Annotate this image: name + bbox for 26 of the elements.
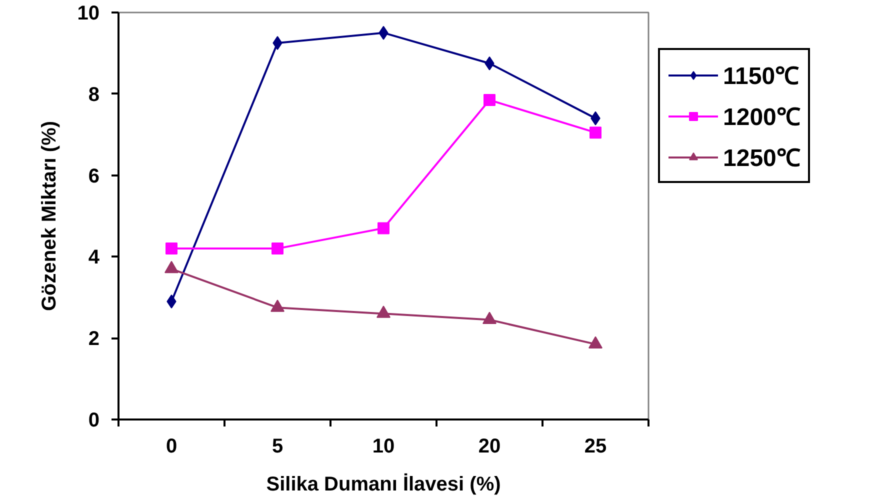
y-tick-label: 0: [88, 410, 100, 432]
point: [588, 336, 602, 348]
point: [270, 300, 284, 312]
y-tick-label: 8: [88, 84, 100, 106]
y-tick-label: 4: [88, 246, 100, 269]
point: [482, 312, 496, 324]
x-tick-label: 20: [478, 436, 501, 458]
legend-label: 1200℃: [723, 103, 800, 132]
point: [378, 222, 390, 234]
y-tick-label: 10: [77, 2, 100, 24]
point: [484, 94, 496, 106]
point: [272, 242, 284, 255]
y-axis-title: Gözenek Miktarı (%): [38, 120, 60, 312]
x-tick-label: 10: [372, 436, 395, 458]
legend-label: 1250℃: [723, 144, 800, 173]
x-axis-title: Silika Dumanı İlavesi (%): [266, 472, 501, 496]
y-tick-label: 6: [88, 165, 100, 188]
legend-label: 1150℃: [723, 62, 800, 91]
point: [166, 242, 178, 255]
point: [164, 260, 178, 274]
point: [590, 126, 602, 139]
x-tick-label: 5: [272, 436, 284, 458]
x-tick-label: 25: [584, 436, 607, 458]
point: [376, 306, 390, 318]
y-tick-label: 2: [88, 328, 100, 350]
x-tick-label: 0: [166, 436, 178, 458]
